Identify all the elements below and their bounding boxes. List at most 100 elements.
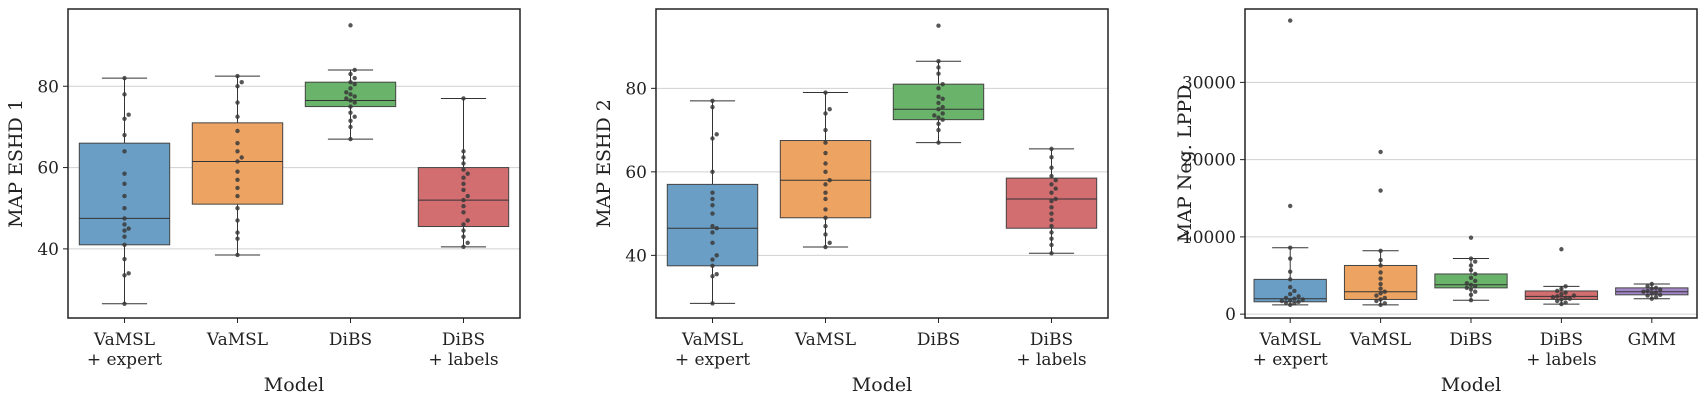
- data-point: [235, 193, 240, 199]
- x-tick-label: VaMSL: [794, 330, 856, 350]
- data-point: [827, 178, 832, 183]
- data-point: [1288, 245, 1293, 250]
- data-point: [940, 96, 945, 101]
- data-point: [1468, 282, 1474, 287]
- data-point: [823, 111, 828, 116]
- x-tick-label: + labels: [428, 350, 498, 370]
- data-point: [710, 98, 715, 104]
- data-point: [1283, 295, 1289, 301]
- data-point: [710, 240, 715, 246]
- data-point: [1378, 149, 1383, 155]
- x-tick-label: DiBS: [1540, 330, 1583, 350]
- box-group: [1253, 247, 1327, 306]
- x-tick-label: VaMSL: [681, 330, 743, 350]
- data-point: [936, 115, 941, 120]
- data-point: [1382, 295, 1388, 301]
- data-point: [932, 113, 937, 118]
- data-point: [122, 273, 127, 278]
- data-point: [126, 226, 131, 231]
- y-tick-label: 10000: [1182, 228, 1236, 248]
- data-point: [1288, 298, 1293, 303]
- data-point: [710, 169, 715, 175]
- data-point: [714, 271, 719, 277]
- data-point: [235, 114, 240, 119]
- data-point: [1559, 247, 1564, 252]
- data-point: [239, 155, 244, 160]
- data-point: [940, 117, 945, 122]
- data-point: [352, 100, 357, 105]
- data-point: [710, 263, 715, 269]
- data-point: [122, 256, 127, 262]
- data-point: [1053, 186, 1058, 191]
- data-point: [1049, 198, 1054, 204]
- data-point: [461, 244, 466, 250]
- data-point: [348, 118, 353, 124]
- box-group: [666, 100, 759, 304]
- data-point: [1473, 284, 1478, 289]
- data-point: [348, 104, 353, 109]
- data-point: [465, 218, 470, 223]
- data-point: [122, 222, 127, 227]
- data-point: [1658, 287, 1663, 292]
- y-axis-label: MAP ESHD 2: [593, 99, 615, 228]
- data-point: [235, 185, 240, 191]
- box-group: [78, 77, 171, 305]
- data-point: [1288, 269, 1293, 274]
- data-point: [1049, 165, 1054, 170]
- data-point: [1049, 251, 1054, 256]
- data-point: [461, 155, 466, 160]
- x-tick-label: DiBS: [329, 330, 372, 350]
- data-point: [122, 132, 127, 138]
- data-point: [1049, 190, 1054, 195]
- data-point: [235, 206, 240, 211]
- x-tick-label: + expert: [87, 350, 162, 370]
- data-point: [1464, 285, 1470, 291]
- data-point: [936, 127, 941, 133]
- data-point: [235, 177, 240, 182]
- data-point: [1288, 256, 1293, 261]
- data-point: [122, 206, 127, 211]
- data-point: [936, 65, 941, 70]
- data-point: [1378, 281, 1383, 287]
- data-point: [344, 96, 349, 101]
- data-point: [1555, 288, 1560, 294]
- data-point: [1049, 217, 1054, 223]
- data-point: [1563, 300, 1568, 305]
- data-point: [1468, 275, 1474, 281]
- data-point: [1378, 257, 1383, 263]
- data-point: [1473, 289, 1478, 294]
- data-point: [461, 187, 466, 193]
- data-point: [1382, 301, 1388, 306]
- data-point: [1053, 178, 1058, 183]
- data-point: [1563, 284, 1568, 289]
- data-point: [936, 94, 941, 99]
- data-point: [823, 90, 828, 95]
- data-point: [1049, 242, 1054, 248]
- x-axis-label: Model: [264, 374, 324, 396]
- data-point: [461, 234, 466, 239]
- data-point: [122, 75, 127, 81]
- data-point: [823, 182, 828, 187]
- data-point: [235, 236, 240, 241]
- data-point: [1653, 285, 1659, 291]
- data-point: [352, 75, 357, 81]
- y-tick-label: 0: [1225, 305, 1236, 325]
- x-tick-label: DiBS: [442, 330, 485, 350]
- data-point: [1649, 286, 1655, 291]
- axes-frame: [67, 8, 521, 319]
- data-point: [1288, 291, 1293, 297]
- data-point: [940, 111, 945, 116]
- data-point: [710, 257, 715, 262]
- data-point: [1473, 278, 1478, 284]
- x-tick-label: VaMSL: [1259, 330, 1321, 350]
- x-tick-label: VaMSL: [206, 330, 268, 350]
- data-point: [1049, 146, 1054, 152]
- data-point: [122, 242, 127, 248]
- data-point: [461, 197, 466, 203]
- data-point: [1049, 211, 1054, 216]
- data-point: [940, 81, 945, 87]
- data-point: [122, 171, 127, 176]
- data-point: [122, 228, 127, 233]
- data-point: [1555, 294, 1560, 299]
